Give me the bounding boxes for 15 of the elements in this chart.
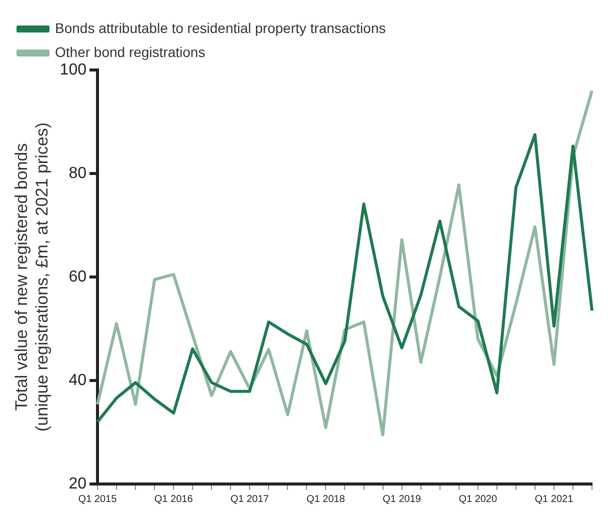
legend-label: Other bond registrations: [55, 44, 206, 60]
x-tick-label: Q1 2021: [534, 494, 574, 505]
x-tick-label: Q1 2015: [78, 494, 118, 505]
legend-label: Bonds attributable to residential property transactions: [55, 20, 386, 36]
x-tick-label: Q1 2019: [382, 494, 422, 505]
y-tick-label: 40: [68, 372, 87, 389]
x-tick-label: Q1 2020: [458, 494, 498, 505]
x-tick-label: Q1 2017: [230, 494, 270, 505]
y-tick-label: 60: [68, 268, 87, 286]
y-tick-label: 20: [68, 475, 87, 492]
x-tick-label: Q1 2016: [154, 494, 194, 505]
y-axis-title: Total value of new registered bonds (unique registrations, £m, at 2021 prices): [12, 122, 52, 432]
x-tick-label: Q1 2018: [306, 494, 346, 505]
y-tick-label: 100: [60, 61, 87, 78]
y-tick-label: 80: [68, 164, 87, 182]
